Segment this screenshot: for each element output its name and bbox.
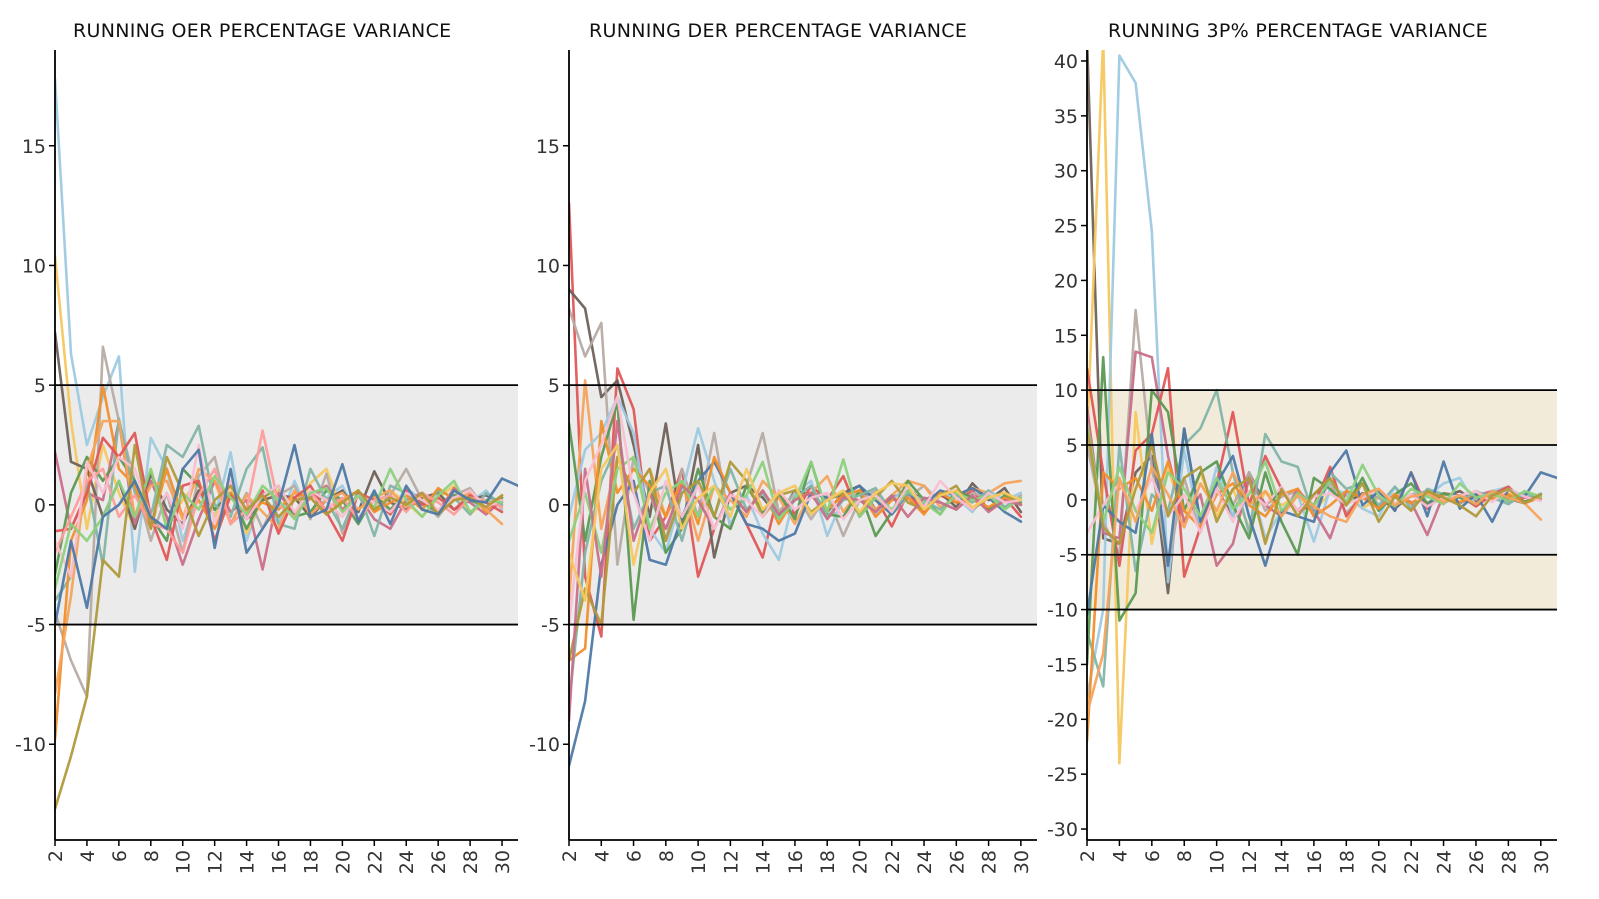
oer-x-tick-label: 16 [269, 850, 291, 874]
der-x-tick-label: 30 [1011, 850, 1033, 874]
der-y-tick-label: -10 [529, 734, 560, 756]
oer-x-tick-label: 14 [237, 850, 259, 874]
der-series-line-14 [569, 443, 1023, 602]
der-x-tick-label: 2 [559, 850, 581, 862]
oer-x-tick-label: 4 [77, 850, 99, 862]
oer-x-tick-label: 8 [141, 850, 163, 862]
oer-y-tick-label: 10 [22, 255, 46, 277]
der-series-line-13 [569, 395, 1023, 626]
der-x-tick-label: 16 [785, 850, 807, 874]
three-point-pct-x-tick-label: 28 [1498, 850, 1520, 874]
der-x-tick-label: 10 [688, 850, 710, 874]
three-point-pct-chart-title: RUNNING 3P% PERCENTAGE VARIANCE [1108, 20, 1488, 42]
der-y-tick-label: -5 [541, 615, 560, 637]
three-point-pct-x-tick-label: 10 [1207, 850, 1229, 874]
der-chart-title: RUNNING DER PERCENTAGE VARIANCE [589, 20, 967, 42]
oer-chart-title: RUNNING OER PERCENTAGE VARIANCE [73, 20, 451, 42]
oer-series-line-15 [55, 443, 518, 626]
oer-y-tick-label: -5 [27, 615, 46, 637]
three-point-pct-series-line-10 [1087, 427, 1557, 617]
three-point-pct-x-tick-label: 26 [1466, 850, 1488, 874]
three-point-pct-series-line-13 [1087, 465, 1543, 716]
der-x-tick-label: 24 [914, 850, 936, 874]
oer-x-tick-label: 20 [332, 850, 354, 874]
der-y-tick-label: 15 [536, 136, 560, 158]
three-point-pct-y-tick-label: -30 [1047, 819, 1078, 841]
oer-y-tick-label: 15 [22, 136, 46, 158]
three-point-pct-x-tick-label: 20 [1369, 850, 1391, 874]
der-x-tick-label: 12 [720, 850, 742, 874]
oer-x-tick-label: 26 [428, 850, 450, 874]
three-point-pct-series-line-14 [1087, 427, 1543, 546]
der-series-line-12 [569, 419, 1023, 722]
der-x-tick-label: 28 [979, 850, 1001, 874]
three-point-pct-y-tick-label: 25 [1054, 216, 1078, 238]
three-point-pct-x-tick-label: 12 [1239, 850, 1261, 874]
oer-y-tick-label: -10 [15, 734, 46, 756]
der-x-tick-label: 26 [946, 850, 968, 874]
three-point-pct-y-tick-label: 30 [1054, 161, 1078, 183]
three-point-pct-x-tick-label: 2 [1077, 850, 1099, 862]
three-point-pct-x-tick-label: 22 [1401, 850, 1423, 874]
der-x-tick-label: 18 [817, 850, 839, 874]
der-x-tick-label: 20 [849, 850, 871, 874]
three-point-pct-y-tick-label: 5 [1066, 435, 1078, 457]
three-point-pct-y-tick-label: 40 [1054, 51, 1078, 73]
der-y-tick-label: 0 [548, 495, 560, 517]
der-x-tick-label: 14 [753, 850, 775, 874]
oer-series-line-12 [55, 443, 504, 579]
three-point-pct-series-line-11 [1087, 476, 1543, 535]
oer-x-tick-label: 6 [109, 850, 131, 862]
three-point-pct-y-tick-label: -20 [1047, 709, 1078, 731]
three-point-pct-y-tick-label: 20 [1054, 270, 1078, 292]
der-y-tick-label: 10 [536, 255, 560, 277]
oer-x-tick-label: 22 [364, 850, 386, 874]
der-series-line-10 [569, 455, 1023, 662]
oer-x-tick-label: 24 [396, 850, 418, 874]
der-x-tick-label: 6 [624, 850, 646, 862]
three-point-pct-y-tick-label: -5 [1059, 545, 1078, 567]
three-point-pct-y-tick-label: 0 [1066, 490, 1078, 512]
three-point-pct-x-tick-label: 4 [1109, 850, 1131, 862]
oer-y-tick-label: 0 [34, 495, 46, 517]
three-point-pct-y-tick-label: 10 [1054, 380, 1078, 402]
three-point-pct-y-tick-label: -25 [1047, 764, 1078, 786]
der-y-tick-label: 5 [548, 375, 560, 397]
three-point-pct-x-tick-label: 8 [1174, 850, 1196, 862]
three-point-pct-y-tick-label: -10 [1047, 600, 1078, 622]
oer-y-tick-label: 5 [34, 375, 46, 397]
three-point-pct-x-tick-label: 6 [1142, 850, 1164, 862]
three-point-pct-series-line-9 [1087, 460, 1543, 743]
der-x-tick-label: 22 [882, 850, 904, 874]
oer-x-tick-label: 30 [492, 850, 514, 874]
three-point-pct-y-tick-label: 35 [1054, 106, 1078, 128]
three-point-pct-x-tick-label: 18 [1336, 850, 1358, 874]
three-point-pct-x-tick-label: 30 [1531, 850, 1553, 874]
oer-x-tick-label: 2 [45, 850, 67, 862]
three-point-pct-band-2 [1087, 554, 1557, 610]
oer-x-tick-label: 28 [460, 850, 482, 874]
three-point-pct-y-tick-label: -15 [1047, 654, 1078, 676]
oer-x-tick-label: 10 [173, 850, 195, 874]
three-point-pct-x-tick-label: 16 [1304, 850, 1326, 874]
three-point-pct-y-tick-label: 15 [1054, 325, 1078, 347]
oer-x-tick-label: 12 [205, 850, 227, 874]
der-x-tick-label: 8 [656, 850, 678, 862]
der-x-tick-label: 4 [591, 850, 613, 862]
three-point-pct-x-tick-label: 24 [1434, 850, 1456, 874]
three-point-pct-x-tick-label: 14 [1271, 850, 1293, 874]
oer-x-tick-label: 18 [300, 850, 322, 874]
